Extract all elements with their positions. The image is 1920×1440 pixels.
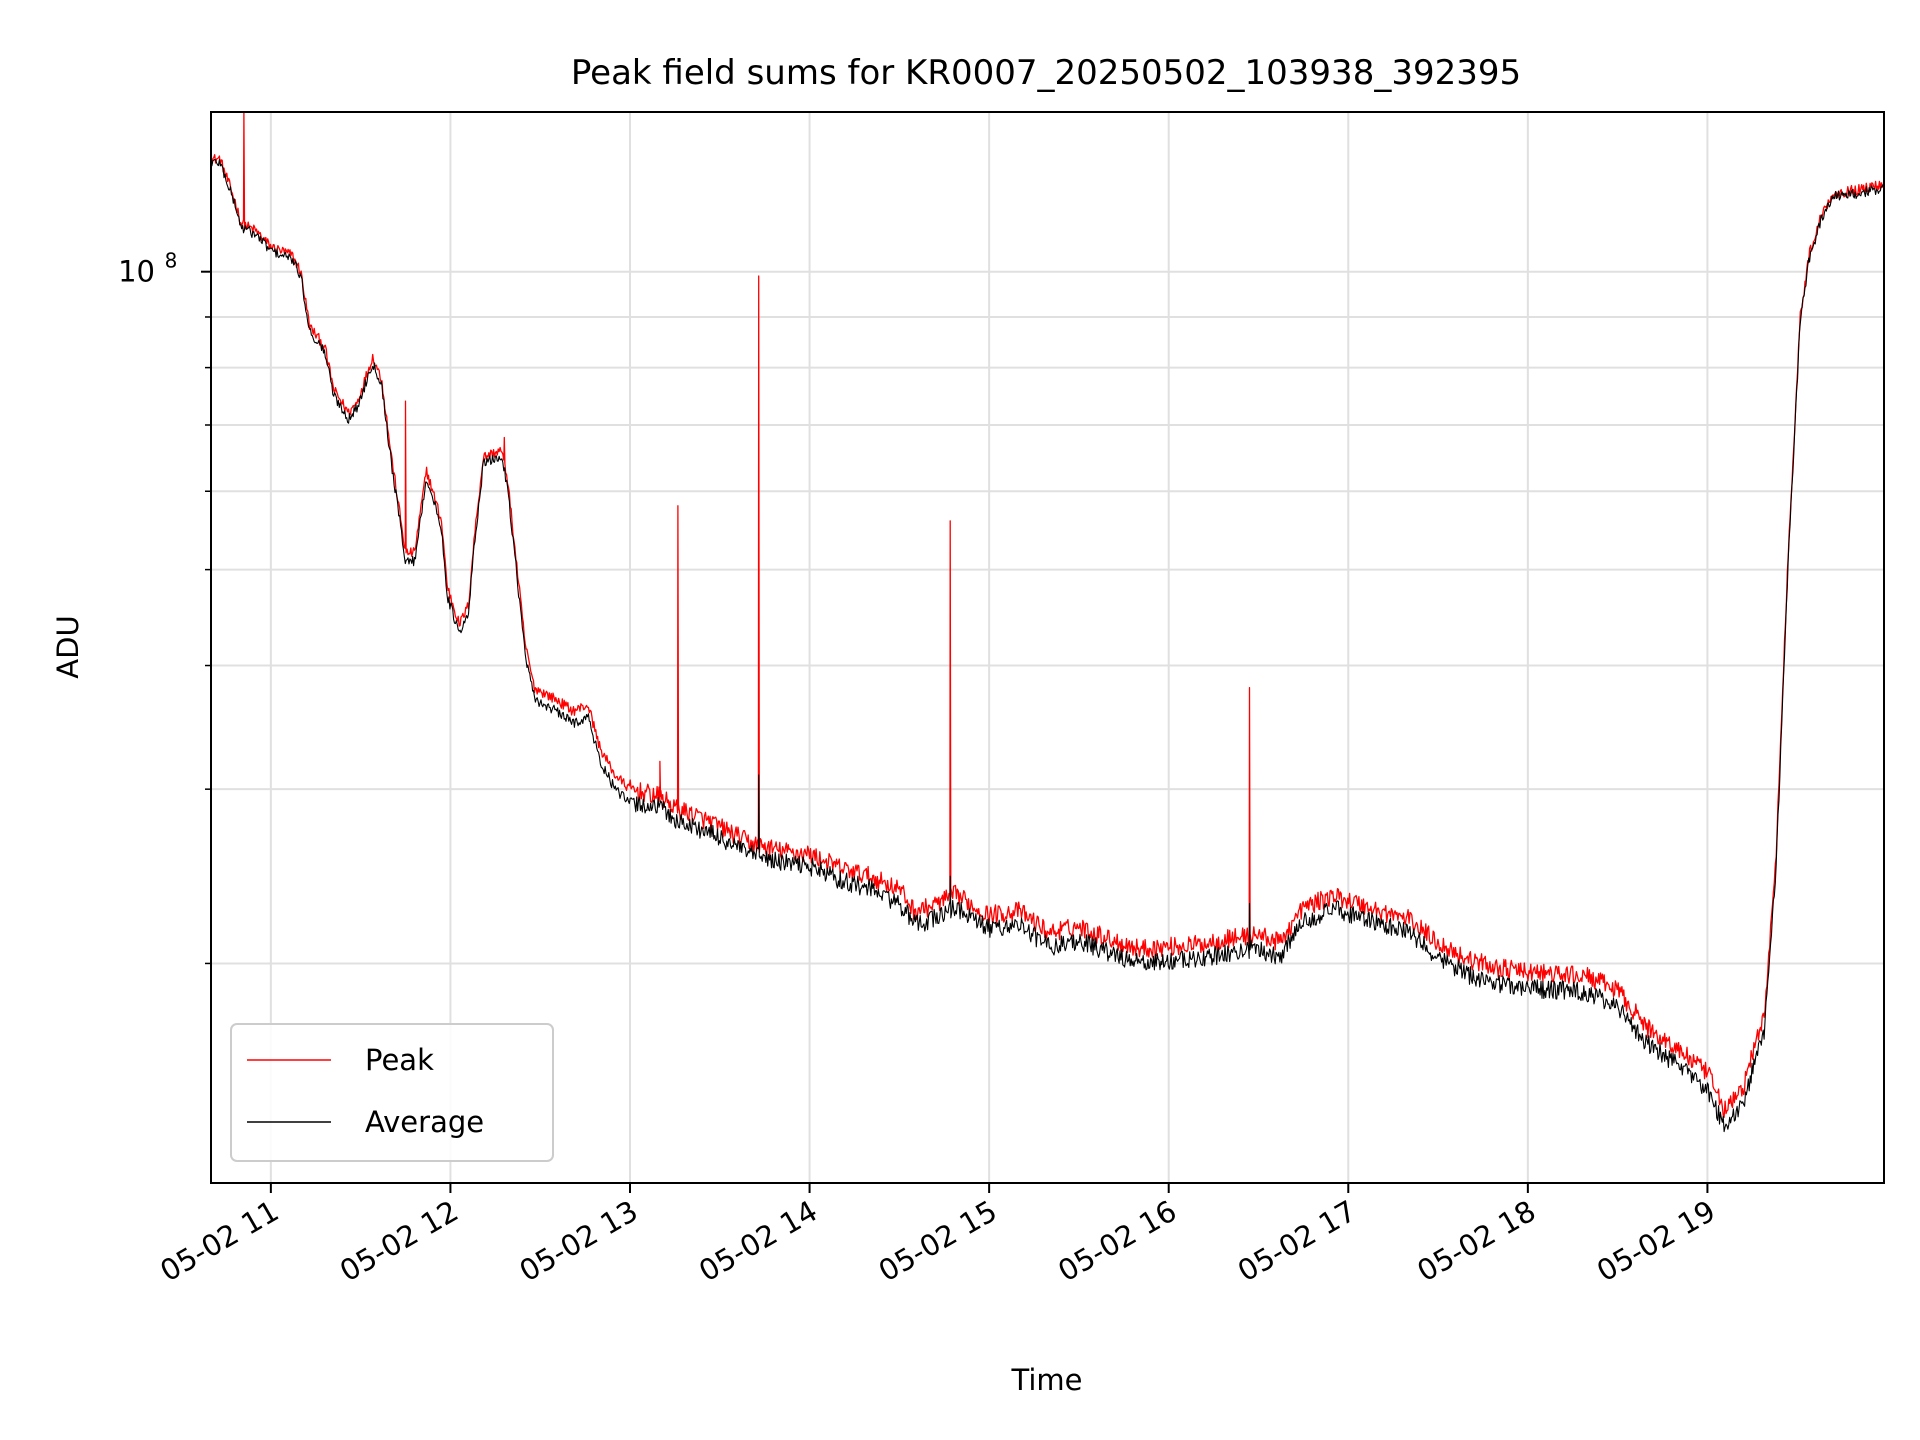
grid: [211, 112, 1884, 1183]
chart-title: Peak field sums for KR0007_20250502_1039…: [571, 53, 1521, 93]
series-line-peak: [211, 112, 1884, 1118]
y-tick-label-exponent: 8: [165, 249, 178, 273]
plot-frame: [210, 111, 1885, 1184]
x-axis-label: Time: [1011, 1363, 1083, 1397]
legend-box: [230, 1023, 554, 1162]
legend-label-average: Average: [365, 1105, 484, 1139]
legend-label-peak: Peak: [365, 1043, 434, 1077]
legend: Peak Average: [230, 1023, 554, 1162]
y-tick-label: 10: [118, 255, 155, 289]
series-line-average: [211, 158, 1884, 1133]
series-group: [211, 112, 1884, 1133]
y-axis-label: ADU: [51, 615, 85, 678]
